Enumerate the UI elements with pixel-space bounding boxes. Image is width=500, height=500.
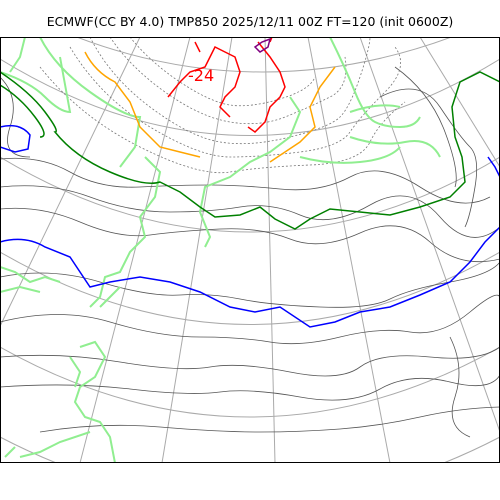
thin-isotherms xyxy=(0,66,500,438)
map-panel: -24 xyxy=(0,37,500,463)
purple-contour xyxy=(253,37,272,53)
orange-contour xyxy=(84,51,336,163)
light-green-contours xyxy=(0,37,441,463)
chart-title: ECMWF(CC BY 4.0) TMP850 2025/12/11 00Z F… xyxy=(46,14,454,29)
contour-label: -24 xyxy=(188,66,214,85)
blue-contour xyxy=(0,124,500,328)
map-svg: -24 xyxy=(0,37,500,463)
red-contour xyxy=(167,37,286,133)
dotted-isotherms xyxy=(39,37,406,174)
green-contour xyxy=(0,71,500,230)
graticule-lines xyxy=(0,37,500,463)
